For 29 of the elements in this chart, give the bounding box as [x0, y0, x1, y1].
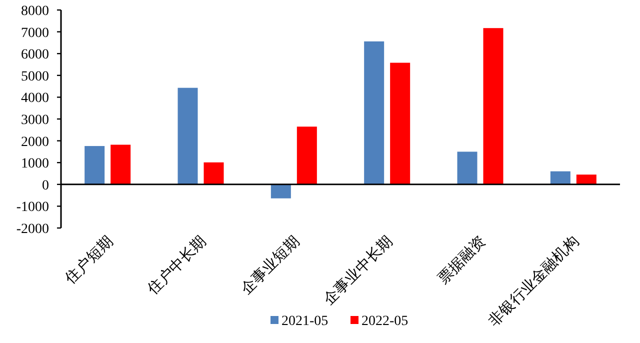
y-tick-label: 6000: [21, 48, 49, 63]
x-tick-label: 企事业中长期: [320, 232, 396, 308]
y-tick-label: 7000: [21, 26, 49, 41]
y-tick-label: 0: [42, 178, 49, 194]
bar: [576, 174, 596, 184]
x-tick-label: 住户中长期: [144, 232, 210, 299]
y-tick-label: 3000: [21, 113, 49, 128]
bar: [110, 144, 131, 184]
bar: [270, 184, 291, 198]
legend-label: 2022-05: [362, 314, 408, 329]
bar: [178, 88, 198, 184]
x-tick-label: 住户短期: [61, 232, 116, 288]
bar: [483, 28, 504, 184]
y-tick-label: 2000: [21, 134, 49, 150]
y-tick-label: 1000: [21, 156, 49, 172]
legend-label: 2021-05: [282, 314, 328, 329]
bar: [204, 162, 224, 184]
y-tick-label: 5000: [21, 69, 49, 84]
y-tick-label: 8000: [21, 4, 49, 19]
bar: [364, 41, 384, 184]
x-tick-label: 企事业短期: [238, 232, 303, 298]
y-tick-label: -2000: [16, 222, 49, 237]
bar: [84, 146, 105, 184]
bar: [296, 126, 317, 184]
bar: [550, 171, 570, 184]
y-tick-label: -1000: [16, 200, 49, 216]
y-tick-label: 4000: [21, 91, 49, 106]
bar: [390, 62, 410, 184]
bar: [457, 152, 478, 184]
